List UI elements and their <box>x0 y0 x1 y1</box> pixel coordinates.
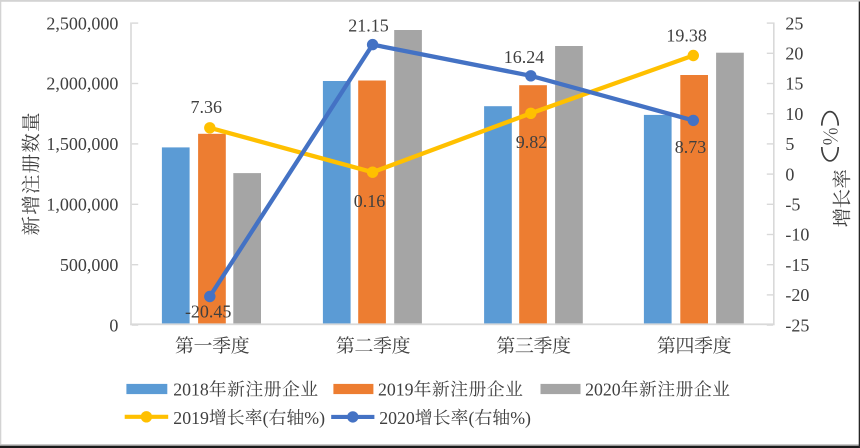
svg-text:-10: -10 <box>785 225 809 245</box>
svg-text:500,000: 500,000 <box>60 255 119 275</box>
svg-text:-20: -20 <box>785 285 809 305</box>
svg-text:15: 15 <box>785 74 803 94</box>
svg-text:7.36: 7.36 <box>190 97 222 117</box>
svg-text:1,000,000: 1,000,000 <box>46 195 118 215</box>
svg-text:8.73: 8.73 <box>675 137 707 157</box>
svg-text:9.82: 9.82 <box>516 132 548 152</box>
svg-text:-5: -5 <box>785 195 800 215</box>
svg-text:(: ( <box>263 408 269 429</box>
svg-text:0.16: 0.16 <box>354 191 386 211</box>
svg-text:1,500,000: 1,500,000 <box>46 134 118 154</box>
svg-text:10: 10 <box>785 104 803 124</box>
svg-text:25: 25 <box>785 13 803 33</box>
svg-text:2019: 2019 <box>173 408 209 428</box>
svg-text:5: 5 <box>785 134 794 154</box>
svg-text:16.24: 16.24 <box>504 47 545 67</box>
svg-text:-20.45: -20.45 <box>185 302 232 322</box>
svg-text:0: 0 <box>785 164 794 184</box>
svg-text:2019: 2019 <box>378 379 414 399</box>
svg-text:%): %) <box>510 408 531 429</box>
svg-text:2,000,000: 2,000,000 <box>46 74 118 94</box>
svg-text:0: 0 <box>109 315 118 335</box>
svg-text:%): %) <box>304 408 325 429</box>
svg-text:-25: -25 <box>785 315 809 335</box>
svg-text:-15: -15 <box>785 255 809 275</box>
svg-text:19.38: 19.38 <box>666 26 707 46</box>
svg-text:2020: 2020 <box>379 408 415 428</box>
svg-text:(: ( <box>469 408 475 429</box>
svg-text:2018: 2018 <box>173 379 209 399</box>
svg-text:20: 20 <box>785 44 803 64</box>
svg-text:2020: 2020 <box>585 379 621 399</box>
svg-text:2,500,000: 2,500,000 <box>46 13 118 33</box>
svg-text:21.15: 21.15 <box>348 16 389 36</box>
